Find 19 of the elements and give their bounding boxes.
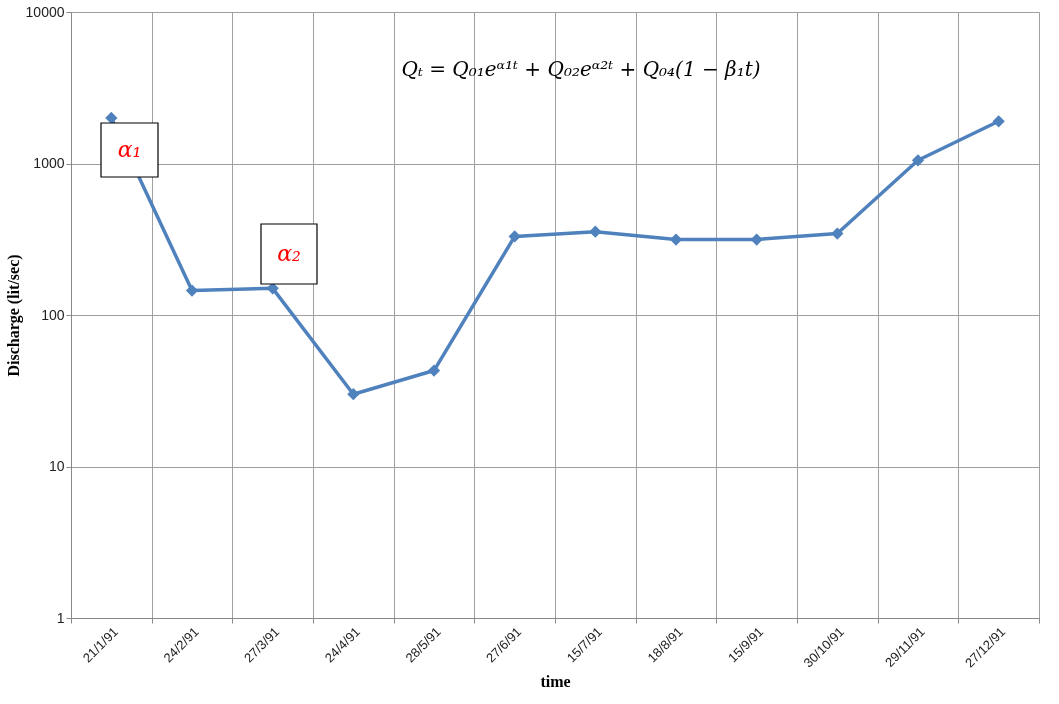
- y-axis-title: Discharge (lit/sec): [4, 254, 23, 377]
- point: [185, 284, 199, 297]
- point: [347, 388, 360, 401]
- y-tick-label: 10: [48, 458, 65, 474]
- annotation: α₁: [117, 137, 142, 162]
- point: [589, 225, 602, 238]
- y-tick-label: 1: [56, 609, 65, 626]
- x-axis-title: time: [540, 673, 571, 691]
- y-tick-label: 100: [41, 306, 65, 323]
- y-tick-label: 1000: [33, 155, 65, 171]
- point: [831, 227, 844, 240]
- point: [669, 233, 683, 246]
- point: [105, 111, 118, 125]
- point: [427, 364, 441, 377]
- y-tick-label: 10000: [25, 3, 65, 20]
- point: [911, 154, 925, 167]
- annotation: α₂: [277, 241, 301, 266]
- point: [992, 115, 1005, 128]
- annotation: Qₜ = Q₀₁eᵅ¹ᵗ + Q₀₂eᵅ²ᵗ + Q₀₄(1 − β₁t): [401, 56, 761, 81]
